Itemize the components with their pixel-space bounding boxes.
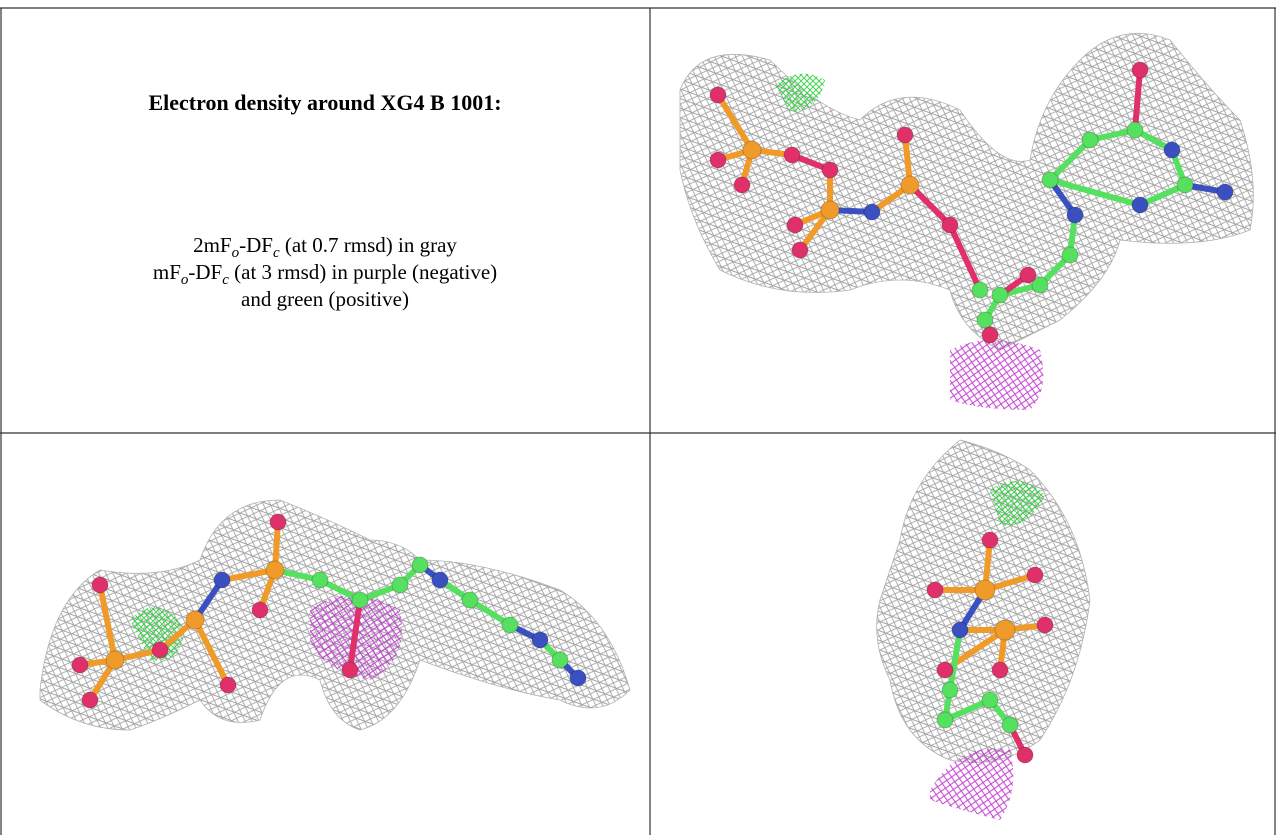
atom <box>270 514 286 530</box>
atom <box>312 572 328 588</box>
atom <box>502 617 518 633</box>
text-part: 2mF <box>193 233 232 257</box>
page: Electron density around XG4 B 1001: 2mFo… <box>0 0 1276 835</box>
atom <box>1020 267 1036 283</box>
atom <box>937 712 953 728</box>
atom <box>92 577 108 593</box>
atom <box>1037 617 1053 633</box>
atom <box>982 327 998 343</box>
atom <box>552 652 568 668</box>
atom <box>82 692 98 708</box>
atom <box>942 682 958 698</box>
atom <box>1127 122 1143 138</box>
atom <box>937 662 953 678</box>
atom <box>982 532 998 548</box>
atom <box>992 662 1008 678</box>
density-mesh <box>950 340 1043 410</box>
atom <box>992 287 1008 303</box>
atom <box>734 177 750 193</box>
atom <box>412 557 428 573</box>
figure: Electron density around XG4 B 1001: 2mFo… <box>0 0 1276 835</box>
atom <box>822 162 838 178</box>
atom <box>901 176 919 194</box>
atom <box>532 632 548 648</box>
atom <box>352 592 368 608</box>
atom <box>784 147 800 163</box>
atom <box>106 651 124 669</box>
atom <box>1067 207 1083 223</box>
atom <box>432 572 448 588</box>
text-part: -DF <box>188 260 222 284</box>
atom <box>821 201 839 219</box>
atom <box>952 622 968 638</box>
atom <box>942 217 958 233</box>
atom <box>252 602 268 618</box>
atom <box>982 692 998 708</box>
atom <box>342 662 358 678</box>
atom <box>1027 567 1043 583</box>
text-part: (at 0.7 rmsd) in gray <box>280 233 458 257</box>
atom <box>1164 142 1180 158</box>
atom <box>1177 177 1193 193</box>
atom <box>927 582 943 598</box>
density-mesh <box>930 748 1013 820</box>
atom <box>1062 247 1078 263</box>
atom <box>710 87 726 103</box>
atom <box>266 561 284 579</box>
atom <box>570 670 586 686</box>
atom <box>152 642 168 658</box>
legend-line: and green (positive) <box>241 287 409 311</box>
atom <box>792 242 808 258</box>
text-part: -DF <box>239 233 273 257</box>
atom <box>977 312 993 328</box>
atom <box>710 152 726 168</box>
atom <box>1042 172 1058 188</box>
atom <box>972 282 988 298</box>
atom <box>214 572 230 588</box>
atom <box>995 620 1015 640</box>
atom <box>1217 184 1233 200</box>
atom <box>1017 747 1033 763</box>
text-part: mF <box>153 260 181 284</box>
text-part: and green (positive) <box>241 287 409 311</box>
atom <box>1132 62 1148 78</box>
atom <box>392 577 408 593</box>
atom <box>897 127 913 143</box>
atom <box>72 657 88 673</box>
density-mesh <box>877 440 1090 763</box>
atom <box>1082 132 1098 148</box>
atom <box>975 580 995 600</box>
title: Electron density around XG4 B 1001: <box>148 90 501 115</box>
atom <box>1002 717 1018 733</box>
molecule-renderings <box>40 33 1253 820</box>
atom <box>864 204 880 220</box>
atom <box>186 611 204 629</box>
text-part: (at 3 rmsd) in purple (negative) <box>229 260 497 284</box>
legend-line: mFo-DFc (at 3 rmsd) in purple (negative) <box>153 260 497 288</box>
atom <box>220 677 236 693</box>
legend-line: 2mFo-DFc (at 0.7 rmsd) in gray <box>193 233 457 261</box>
atom <box>787 217 803 233</box>
atom <box>743 141 761 159</box>
atom <box>462 592 478 608</box>
atom <box>1132 197 1148 213</box>
